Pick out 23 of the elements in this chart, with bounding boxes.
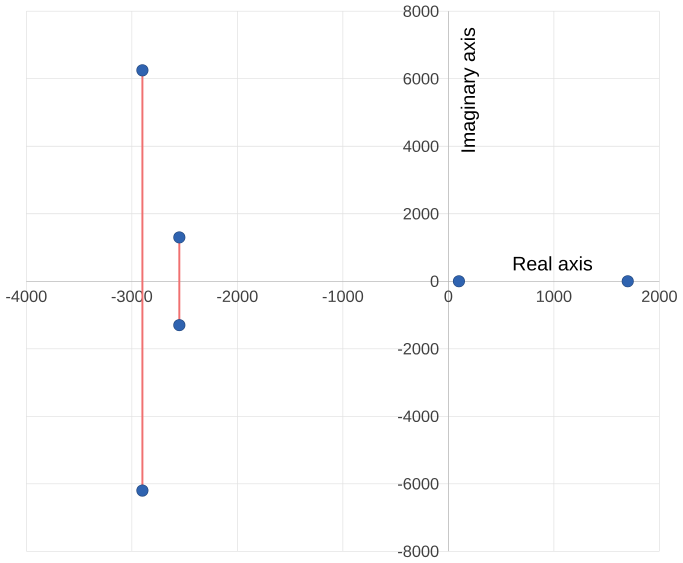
x-tick-label: -2000: [217, 290, 258, 302]
x-tick-label: 2000: [642, 290, 677, 302]
y-tick-label: 0: [430, 276, 438, 288]
y-tick-label: -8000: [398, 546, 438, 558]
y-tick-label: -6000: [398, 478, 438, 490]
x-axis-title: Real axis: [514, 256, 592, 271]
x-tick-label: -1000: [322, 290, 364, 302]
y-axis-title: Imaginary axis: [460, 28, 479, 152]
x-tick-label: 0: [444, 290, 452, 302]
x-tick-label: -4000: [6, 290, 47, 302]
point: [136, 484, 148, 497]
point: [136, 64, 148, 77]
y-tick-label: 2000: [404, 208, 438, 220]
y-tick-label: 8000: [403, 6, 438, 18]
y-tick-label: -2000: [398, 343, 438, 355]
point: [622, 275, 634, 288]
point: [173, 232, 186, 244]
y-tick-label: 4000: [403, 140, 438, 152]
x-tick-label: 1000: [536, 290, 572, 302]
y-tick-label: -4000: [398, 410, 438, 422]
point: [173, 319, 186, 332]
point: [452, 275, 465, 288]
y-tick-label: 6000: [404, 73, 438, 85]
